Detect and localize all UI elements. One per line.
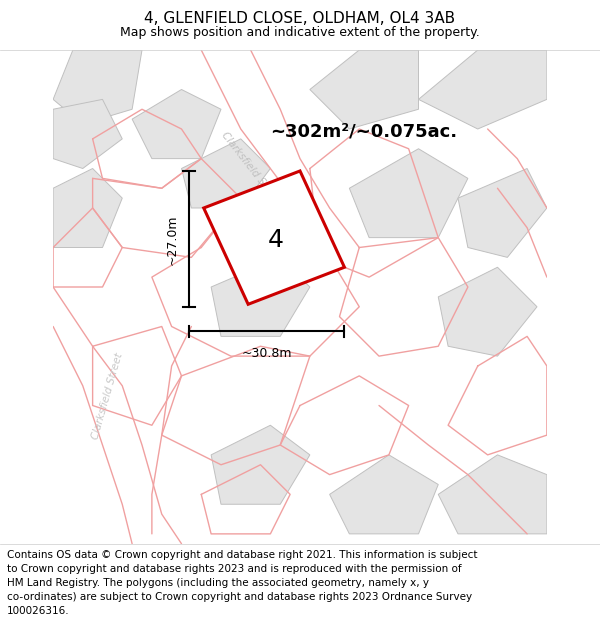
- Text: Contains OS data © Crown copyright and database right 2021. This information is : Contains OS data © Crown copyright and d…: [7, 550, 478, 616]
- Polygon shape: [53, 50, 142, 124]
- Text: 4, GLENFIELD CLOSE, OLDHAM, OL4 3AB: 4, GLENFIELD CLOSE, OLDHAM, OL4 3AB: [145, 11, 455, 26]
- Polygon shape: [53, 99, 122, 169]
- Polygon shape: [329, 455, 438, 534]
- Polygon shape: [204, 171, 344, 304]
- Polygon shape: [211, 425, 310, 504]
- Text: Clarksfield Street: Clarksfield Street: [90, 351, 125, 440]
- Polygon shape: [438, 268, 537, 356]
- Polygon shape: [53, 169, 122, 248]
- Polygon shape: [438, 455, 547, 534]
- Polygon shape: [419, 50, 547, 129]
- Text: ~30.8m: ~30.8m: [241, 348, 292, 360]
- Polygon shape: [181, 139, 271, 208]
- Polygon shape: [211, 258, 310, 336]
- Text: ~27.0m: ~27.0m: [166, 215, 179, 266]
- Polygon shape: [132, 89, 221, 159]
- Text: Clarksfield Street: Clarksfield Street: [219, 130, 282, 207]
- Text: Map shows position and indicative extent of the property.: Map shows position and indicative extent…: [120, 26, 480, 39]
- Text: 4: 4: [268, 228, 283, 252]
- Polygon shape: [349, 149, 468, 238]
- Text: ~302m²/~0.075ac.: ~302m²/~0.075ac.: [271, 122, 458, 141]
- Polygon shape: [310, 50, 419, 129]
- Polygon shape: [458, 169, 547, 258]
